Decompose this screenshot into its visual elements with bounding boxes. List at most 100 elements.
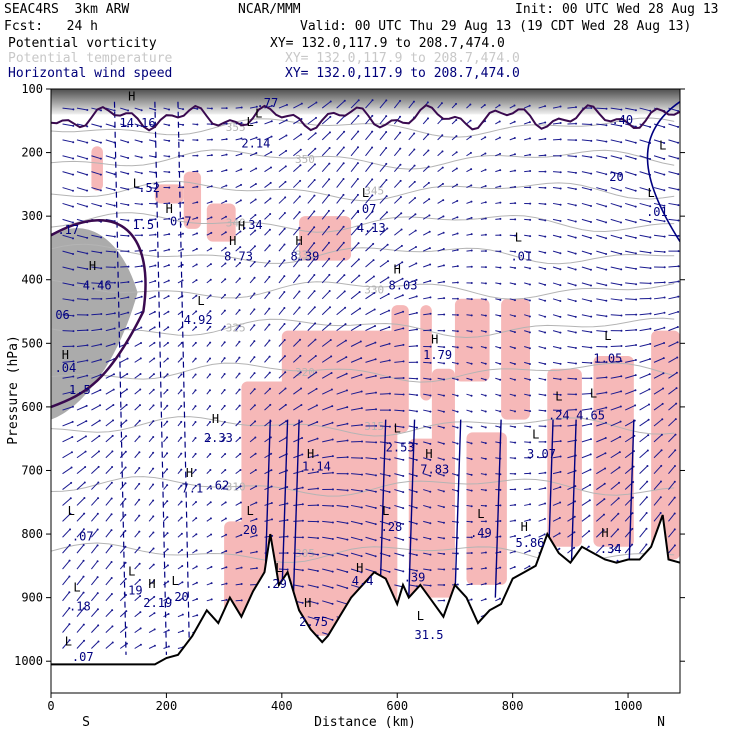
wind-vector [119,451,127,459]
wind-vector-head [414,213,417,216]
wind-vector [76,298,88,301]
wind-vector [134,107,142,111]
wind-vector [278,339,286,347]
wind-vector-head [374,474,377,477]
wind-vector-head [528,565,531,568]
wind-vector-head [166,404,169,407]
wind-vector-head [194,421,197,424]
wind-vector-head [543,533,546,536]
cloud-region [501,298,530,420]
wind-vector [134,296,142,300]
wind-vector-head [605,189,608,192]
wind-vector-head [415,278,418,281]
wind-vector-head [455,102,458,105]
wind-vector-head [484,520,487,523]
wind-vector-head [152,420,155,423]
wind-vector [105,187,115,191]
wind-vector [264,245,271,252]
wind-vector-head [240,152,243,155]
wind-vector-head [484,330,487,333]
wind-vector [437,377,445,381]
wind-vector-head [315,116,318,119]
wind-vector [437,457,444,461]
wind-vector-head [298,258,301,261]
wind-vector [596,107,607,110]
wind-vector-head [269,181,272,184]
wind-vector-head [399,115,402,118]
wind-vector-head [86,157,89,160]
wind-vector-head [514,426,517,429]
wind-vector-head [269,213,272,216]
wind-vector-head [208,405,211,408]
wind-vector-head [209,501,212,504]
wind-vector-head [313,178,316,181]
wind-vector [307,372,317,379]
wind-vector-head [124,450,127,453]
wind-vector-head [239,261,242,264]
wind-vector-head [514,202,517,205]
wind-vector-head [574,171,577,174]
chart-annotation: 20 [609,170,623,184]
wind-vector [307,290,315,300]
wind-vector [538,234,546,238]
wind-vector [336,536,348,541]
wind-vector-head [574,500,577,503]
wind-vector-head [470,298,473,301]
wind-vector-head [342,209,345,212]
wind-vector-head [343,290,346,293]
chart-annotation: L [255,107,262,121]
wind-vector-head [388,458,391,461]
wind-vector-head [513,331,516,334]
wind-vector [278,197,286,204]
wind-vector [264,167,272,173]
wind-vector-head [402,475,405,478]
chart-annotation: .01 [510,250,532,264]
wind-vector [567,202,576,206]
wind-vector-head [484,184,487,187]
wind-vector-head [574,106,577,109]
wind-vector [91,359,102,363]
wind-vector-head [255,517,258,520]
wind-vector-head [559,268,562,271]
wind-vector-head [194,326,197,329]
wind-vector [134,436,140,443]
wind-vector [437,248,444,252]
wind-vector-head [166,357,169,360]
wind-vector [76,482,86,490]
wind-vector [105,609,113,618]
wind-vector-head [528,283,531,286]
wind-vector [653,449,662,459]
wind-vector-head [360,357,363,360]
wind-vector-head [574,347,577,350]
wind-vector-head [196,123,199,126]
wind-vector [148,311,156,316]
wind-vector-head [484,551,487,554]
wind-vector-head [298,211,301,214]
wind-vector-head [470,216,473,219]
wind-vector-head [663,189,666,192]
wind-vector-head [110,593,113,596]
wind-vector-head [224,517,227,520]
wind-vector-head [645,511,648,514]
wind-vector-head [484,152,487,155]
wind-vector [148,484,154,490]
wind-vector [394,536,404,541]
wind-vector [379,504,390,509]
wind-vector [538,250,546,254]
wind-vector [408,165,415,172]
wind-vector-head [342,225,345,228]
wind-vector-head [649,357,652,360]
wind-vector-head [99,157,102,160]
wind-vector-head [442,410,445,413]
wind-vector-head [298,306,301,309]
wind-vector [336,489,348,491]
wind-vector [408,197,416,204]
wind-vector [668,545,676,554]
wind-vector-head [270,452,273,455]
wind-vector [552,330,561,334]
wind-vector [393,100,401,109]
wind-vector-head [589,453,592,456]
chart-annotation: 4.13 [357,221,386,235]
wind-vector-head [284,403,287,406]
wind-vector-head [620,329,623,332]
